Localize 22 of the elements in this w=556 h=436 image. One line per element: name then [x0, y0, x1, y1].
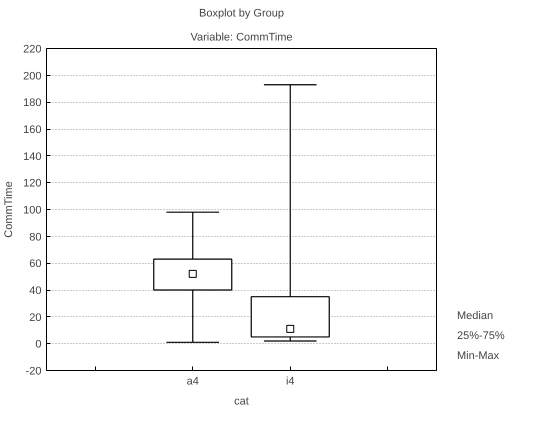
- y-tick-label: 60: [29, 258, 42, 270]
- y-tick-label: 0: [35, 338, 42, 351]
- y-tick-label: 140: [23, 150, 42, 163]
- chart-title: Boxplot by Group: [199, 8, 284, 20]
- y-tick-label: 100: [23, 204, 42, 216]
- y-tick-label: 120: [23, 178, 42, 190]
- y-tick-label: 40: [29, 285, 42, 297]
- y-tick-label: 220: [23, 44, 42, 56]
- x-tick-label: a4: [186, 376, 199, 388]
- x-axis-title: cat: [234, 396, 249, 408]
- y-tick-label: 20: [29, 312, 42, 324]
- y-axis-title: CommTime: [3, 181, 16, 238]
- y-tick-label: 200: [23, 70, 42, 82]
- y-tick-label: 180: [23, 97, 42, 110]
- y-tick-label: 160: [23, 124, 42, 136]
- y-tick-label: 80: [29, 231, 42, 244]
- text: Median: [457, 310, 494, 322]
- chart-subtitle: Variable: CommTime: [190, 32, 293, 44]
- text: 25%-75%: [457, 330, 505, 342]
- text: Min-Max: [457, 350, 500, 362]
- x-tick-label: i4: [286, 376, 295, 388]
- y-tick-label: -20: [26, 366, 42, 378]
